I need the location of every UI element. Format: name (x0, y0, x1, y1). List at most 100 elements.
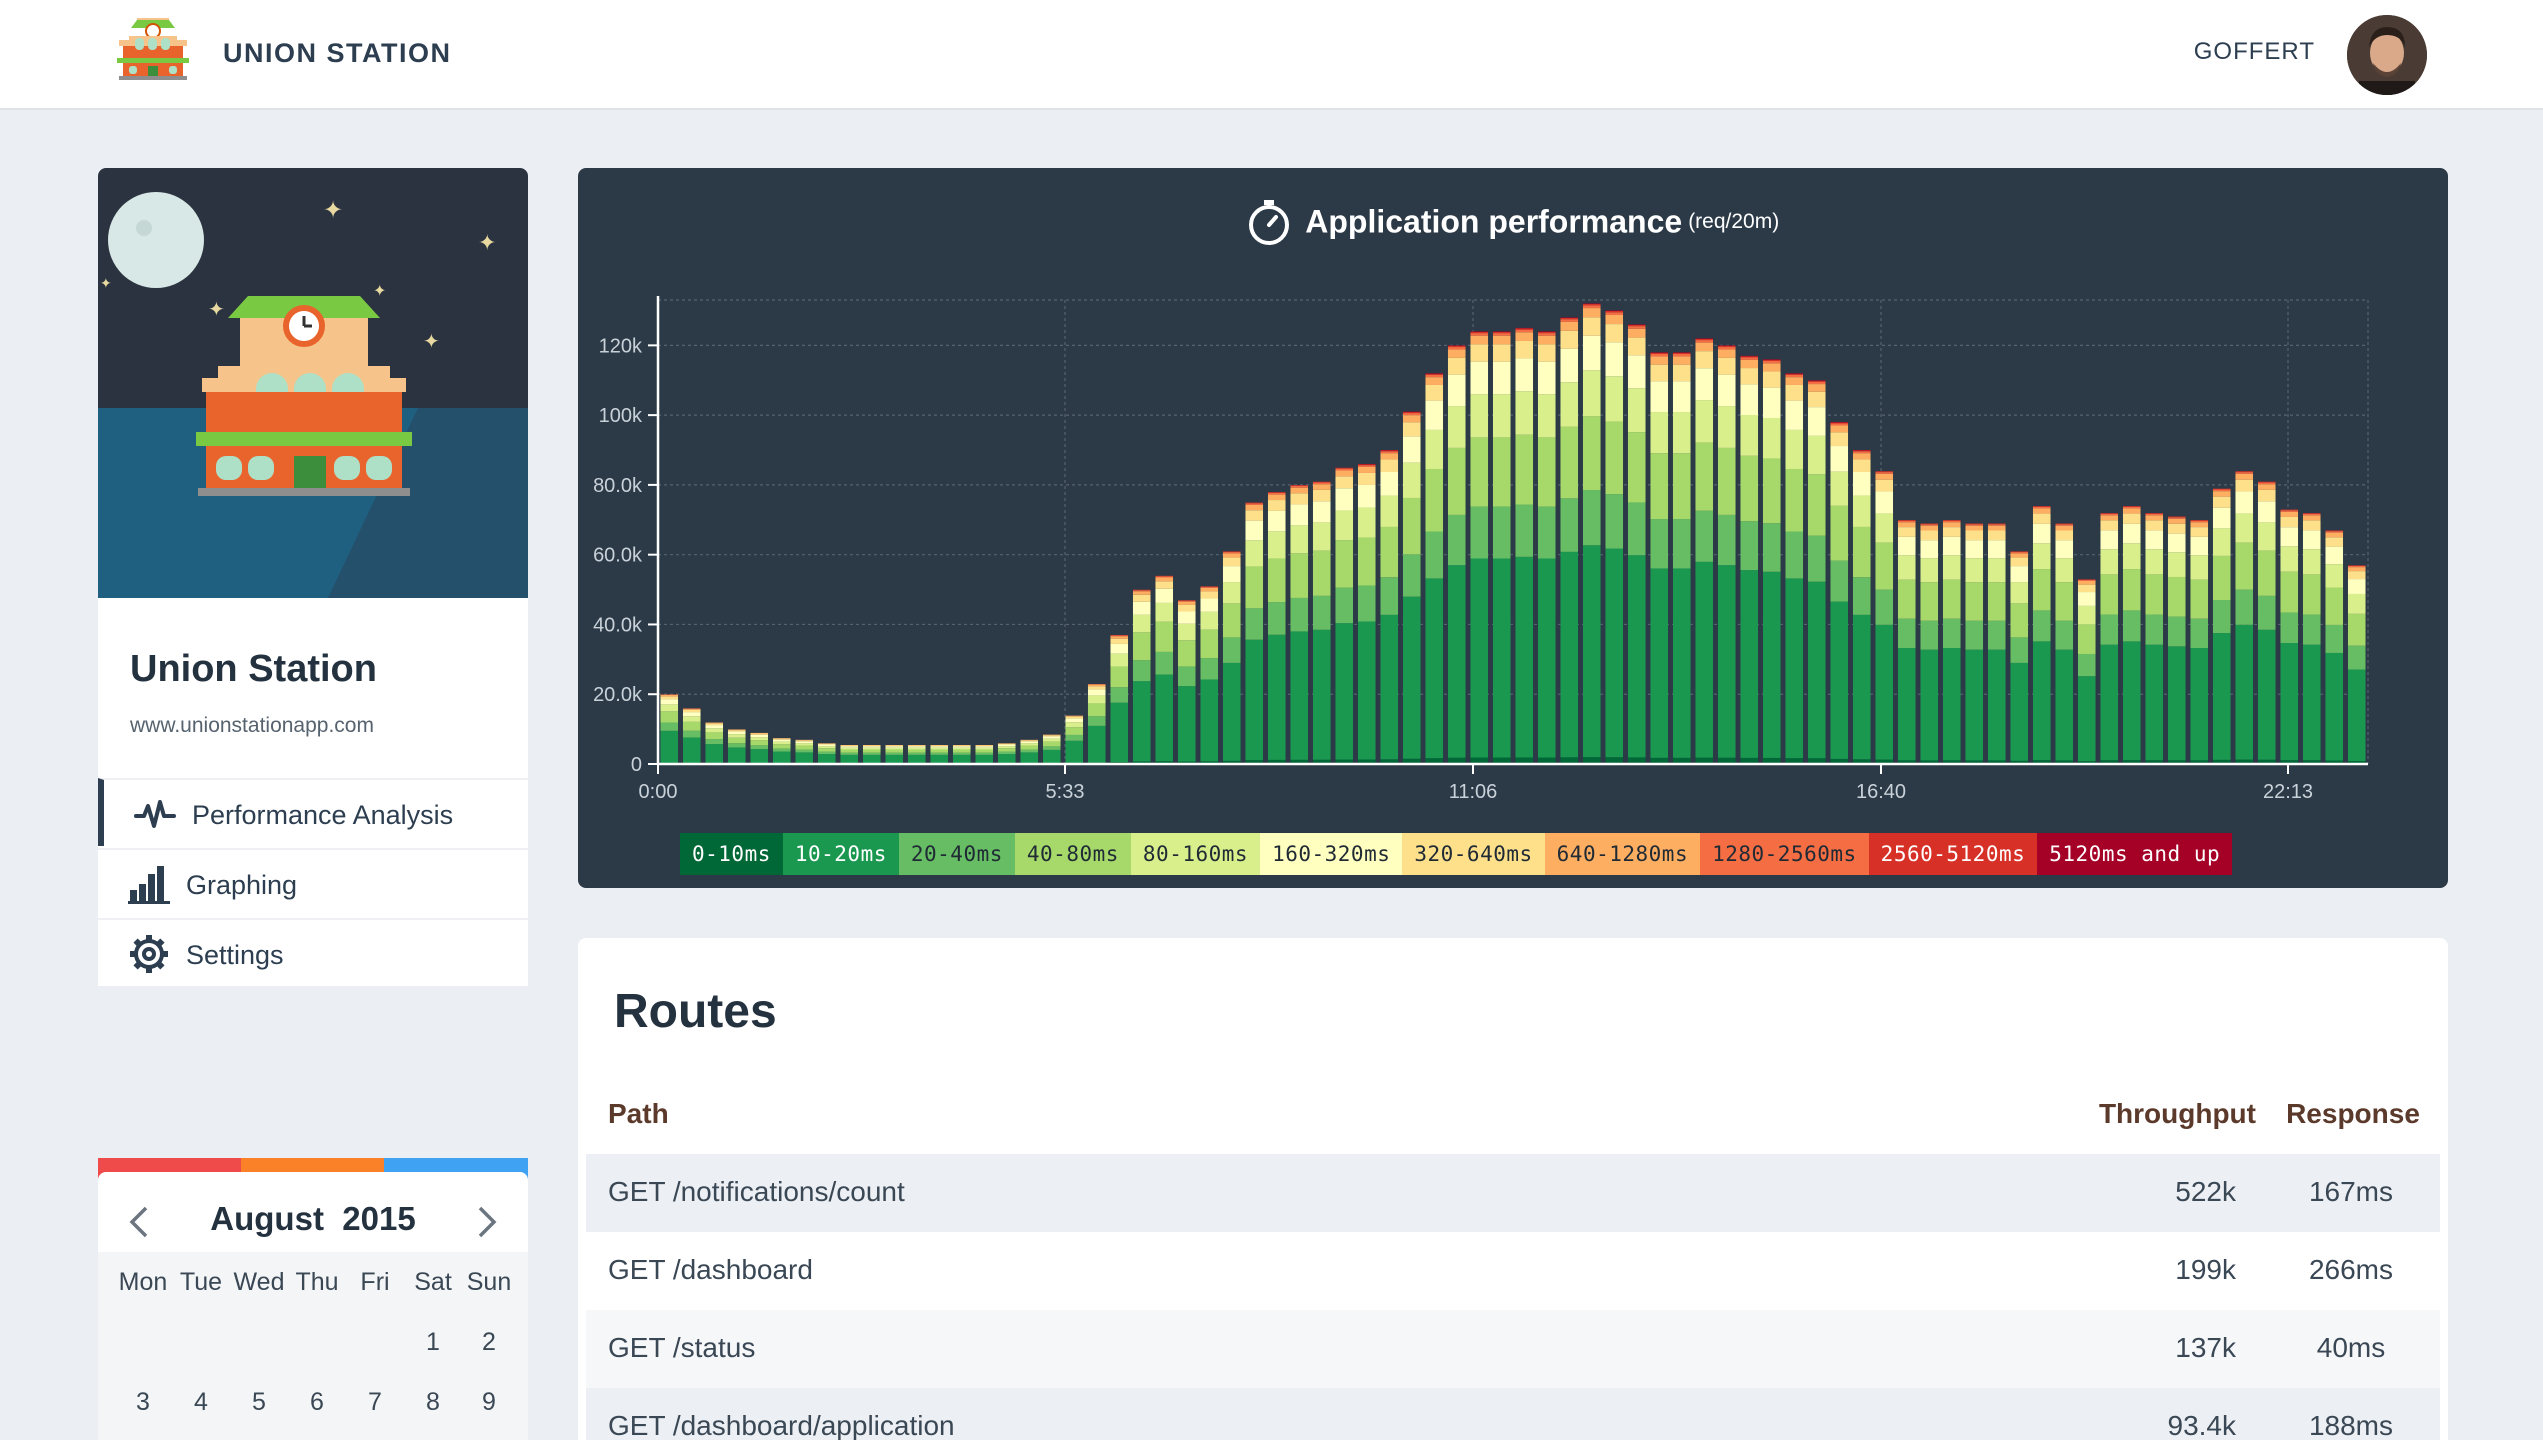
bar-segment[interactable] (907, 745, 926, 746)
bar-segment[interactable] (1920, 524, 1939, 526)
bar-segment[interactable] (1447, 345, 1466, 346)
bar-segment[interactable] (1762, 458, 1781, 524)
bar-segment[interactable] (772, 748, 791, 752)
bar-segment[interactable] (1672, 412, 1691, 454)
bar-segment[interactable] (1672, 352, 1691, 353)
bar-segment[interactable] (1290, 486, 1309, 488)
bar-segment[interactable] (1267, 492, 1286, 495)
bar-segment[interactable] (1380, 577, 1399, 615)
bar-segment[interactable] (1852, 577, 1871, 615)
bar-segment[interactable] (2122, 506, 2141, 509)
bar-segment[interactable] (2010, 553, 2029, 558)
bar-segment[interactable] (2347, 579, 2366, 594)
bar-segment[interactable] (1402, 422, 1421, 437)
bar-segment[interactable] (1200, 586, 1219, 587)
bar-segment[interactable] (1942, 618, 1961, 648)
bar-segment[interactable] (2302, 614, 2321, 645)
bar-segment[interactable] (1492, 331, 1511, 334)
bar-segment[interactable] (1942, 579, 1961, 619)
bar-segment[interactable] (885, 745, 904, 746)
bar-segment[interactable] (1695, 368, 1714, 401)
bar-segment[interactable] (1222, 552, 1241, 554)
bar-segment[interactable] (907, 746, 926, 748)
bar-segment[interactable] (1605, 310, 1624, 311)
bar-segment[interactable] (2235, 513, 2254, 543)
bar-segment[interactable] (1357, 466, 1376, 473)
bar-segment[interactable] (1290, 485, 1309, 487)
bar-segment[interactable] (1582, 317, 1601, 336)
bar-segment[interactable] (750, 745, 769, 750)
bar-segment[interactable] (2212, 528, 2231, 556)
bar-segment[interactable] (1605, 342, 1624, 377)
bar-segment[interactable] (997, 748, 1016, 752)
bar-segment[interactable] (1402, 554, 1421, 597)
bar-segment[interactable] (1852, 759, 1871, 764)
bar-segment[interactable] (1492, 331, 1511, 332)
bar-segment[interactable] (2347, 565, 2366, 568)
bar-segment[interactable] (1875, 513, 1894, 543)
bar-segment[interactable] (1402, 758, 1421, 764)
bar-segment[interactable] (1132, 681, 1151, 762)
bar-segment[interactable] (862, 747, 881, 750)
bar-segment[interactable] (2280, 511, 2299, 517)
bar-segment[interactable] (1492, 437, 1511, 507)
bar-segment[interactable] (1537, 331, 1556, 334)
bar-segment[interactable] (1177, 623, 1196, 641)
bar-segment[interactable] (660, 704, 679, 712)
bar-segment[interactable] (1087, 689, 1106, 696)
bar-segment[interactable] (1627, 502, 1646, 556)
bar-segment[interactable] (2190, 618, 2209, 648)
bar-segment[interactable] (2032, 506, 2051, 509)
legend-item[interactable]: 5120ms and up (2037, 833, 2233, 875)
bar-segment[interactable] (907, 754, 926, 764)
bar-segment[interactable] (1785, 400, 1804, 430)
bar-segment[interactable] (2077, 584, 2096, 593)
bar-segment[interactable] (2212, 633, 2231, 760)
bar-segment[interactable] (2100, 644, 2119, 761)
bar-segment[interactable] (2055, 760, 2074, 764)
bar-segment[interactable] (1515, 434, 1534, 505)
bar-segment[interactable] (1627, 337, 1646, 356)
bar-segment[interactable] (1582, 308, 1601, 318)
bar-segment[interactable] (1942, 527, 1961, 537)
bar-segment[interactable] (2100, 513, 2119, 514)
bar-segment[interactable] (727, 743, 746, 748)
bar-segment[interactable] (2347, 593, 2366, 614)
bar-segment[interactable] (1155, 651, 1174, 675)
bar-segment[interactable] (2032, 760, 2051, 764)
bar-segment[interactable] (2347, 645, 2366, 670)
bar-segment[interactable] (2257, 550, 2276, 596)
bar-segment[interactable] (772, 744, 791, 749)
bar-segment[interactable] (1335, 759, 1354, 764)
bar-segment[interactable] (1447, 406, 1466, 448)
bar-segment[interactable] (1267, 558, 1286, 603)
bar-segment[interactable] (2325, 532, 2344, 538)
bar-segment[interactable] (2077, 592, 2096, 606)
bar-segment[interactable] (1222, 603, 1241, 638)
bar-segment[interactable] (1582, 370, 1601, 417)
bar-segment[interactable] (2100, 513, 2119, 516)
bar-segment[interactable] (2347, 613, 2366, 646)
bar-segment[interactable] (1222, 760, 1241, 764)
legend-item[interactable]: 10-20ms (782, 833, 899, 875)
bar-segment[interactable] (1605, 310, 1624, 313)
bar-segment[interactable] (750, 733, 769, 735)
bar-segment[interactable] (2122, 569, 2141, 611)
bar-segment[interactable] (2347, 567, 2366, 572)
bar-segment[interactable] (2145, 614, 2164, 645)
bar-segment[interactable] (1447, 447, 1466, 515)
bar-segment[interactable] (1852, 453, 1871, 460)
bar-segment[interactable] (1380, 526, 1399, 578)
bar-segment[interactable] (2145, 549, 2164, 575)
bar-segment[interactable] (1425, 578, 1444, 759)
bar-segment[interactable] (682, 709, 701, 713)
bar-segment[interactable] (2280, 760, 2299, 764)
bar-segment[interactable] (1132, 589, 1151, 591)
bar-segment[interactable] (2257, 629, 2276, 760)
bar-segment[interactable] (2257, 595, 2276, 630)
bar-segment[interactable] (1672, 519, 1691, 569)
bar-segment[interactable] (1155, 576, 1174, 578)
bar-segment[interactable] (1020, 749, 1039, 753)
bar-segment[interactable] (1447, 349, 1466, 358)
bar-segment[interactable] (1897, 579, 1916, 619)
